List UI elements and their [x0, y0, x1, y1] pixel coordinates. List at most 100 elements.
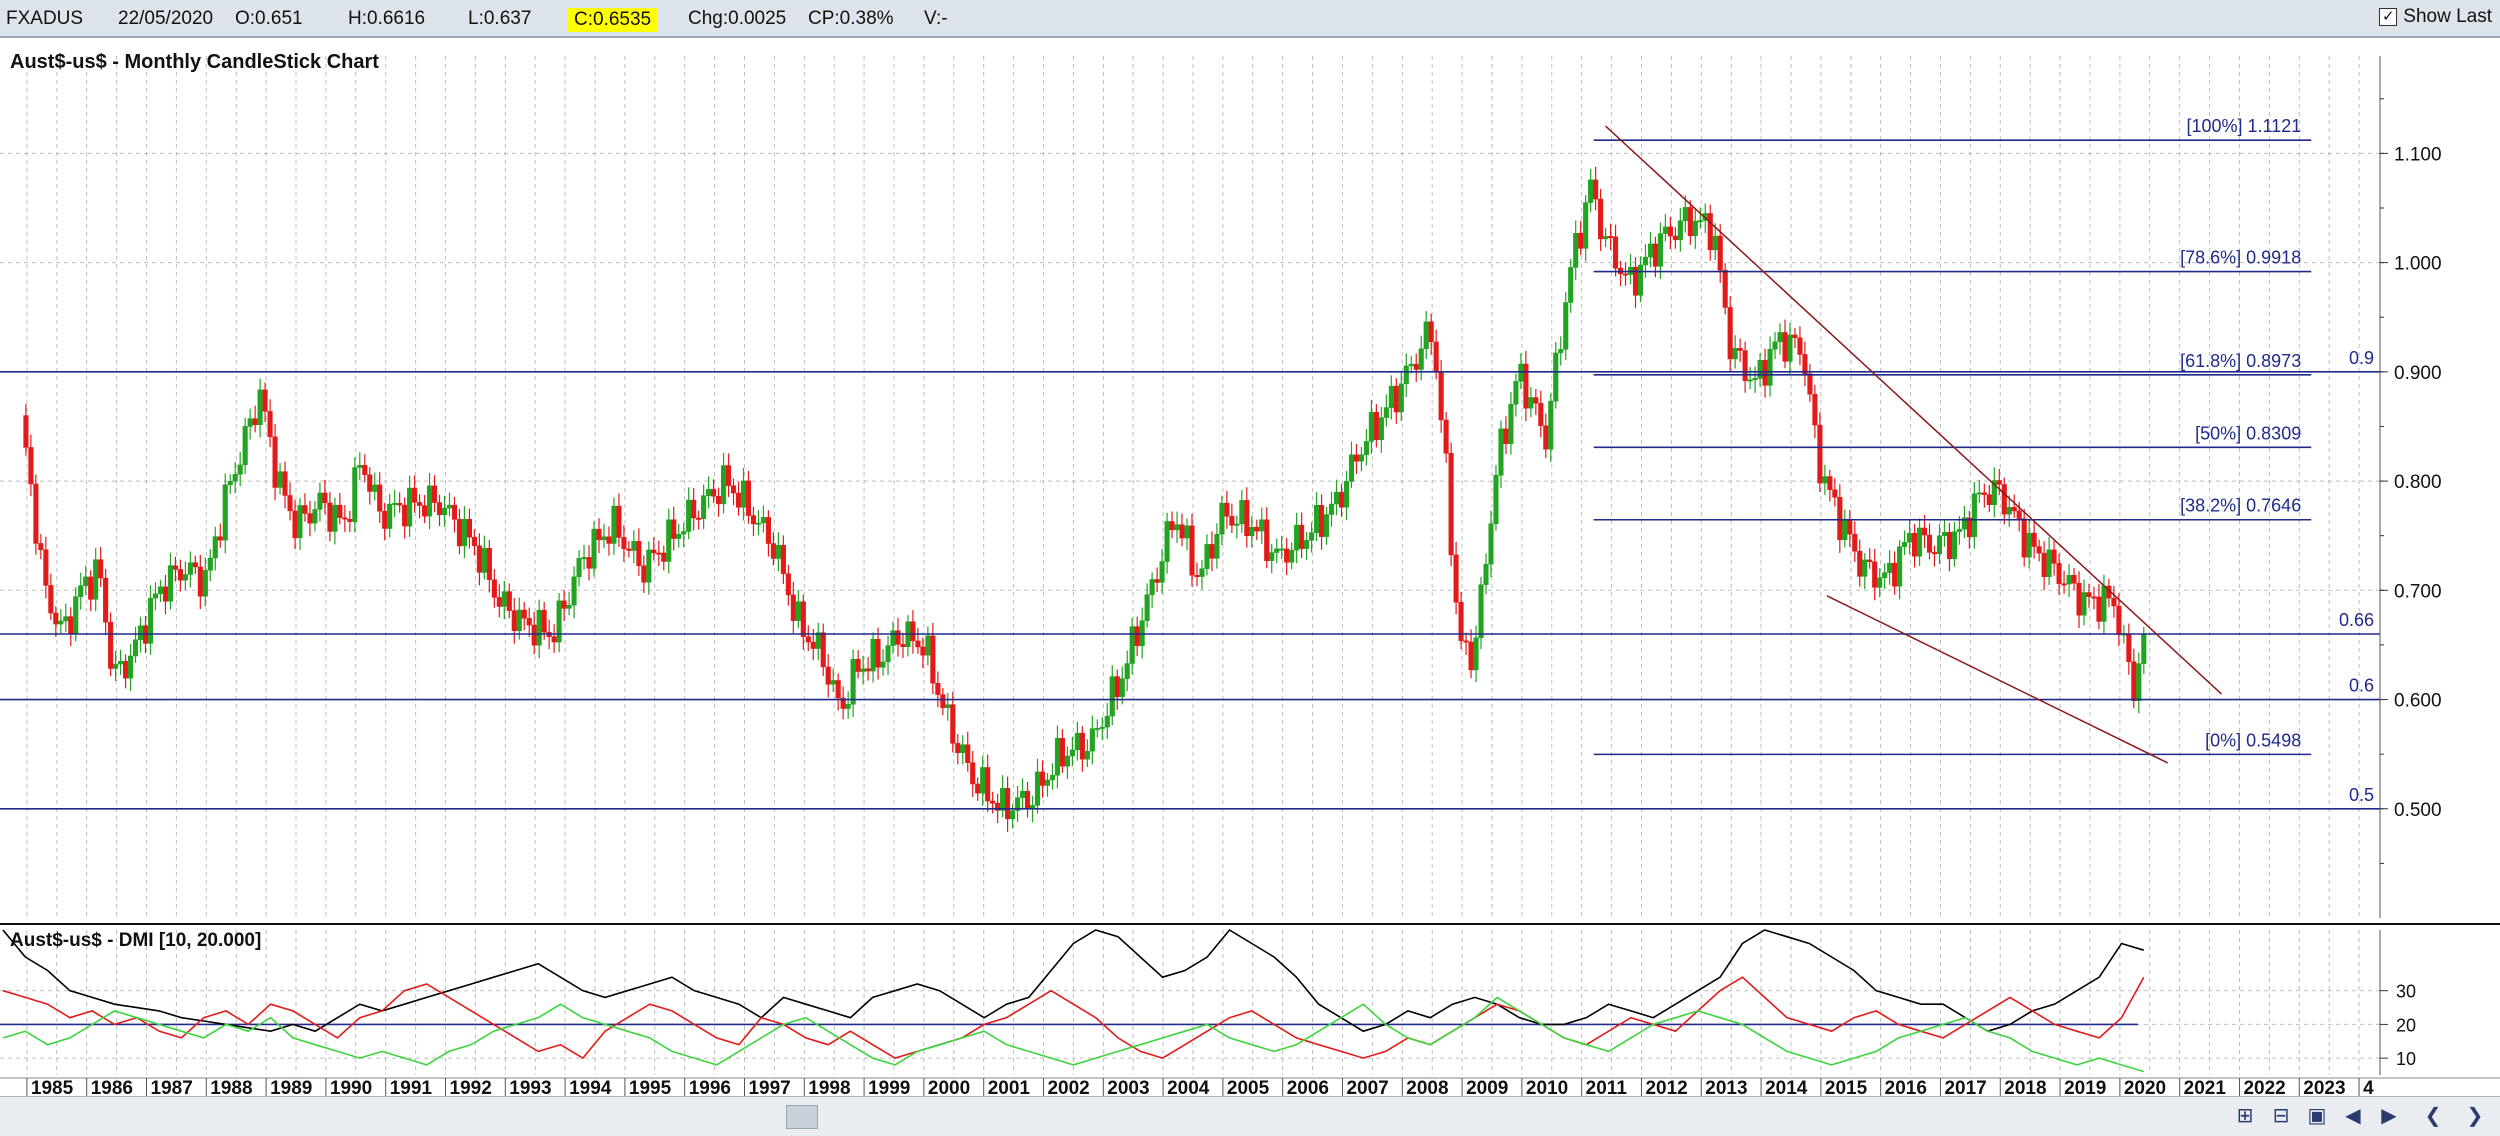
candle-body — [1782, 332, 1788, 362]
candle-body — [491, 579, 497, 598]
date-tick-label: 1992 — [450, 1078, 492, 1096]
date-tick-label: 1999 — [868, 1078, 910, 1096]
trendline — [1605, 125, 2223, 695]
candle-body — [152, 593, 159, 599]
candle-body — [895, 630, 901, 645]
candle-body — [147, 597, 154, 644]
candle-body — [1667, 226, 1673, 237]
candle-body — [2056, 563, 2062, 584]
candle-body — [2006, 507, 2012, 515]
candle-body — [646, 549, 652, 583]
candle-body — [362, 465, 368, 476]
candle-body — [187, 562, 193, 575]
candle-body — [880, 661, 886, 668]
candle-body — [2011, 507, 2017, 512]
candle-body — [1114, 676, 1120, 698]
candle-body — [1179, 524, 1185, 539]
candle-body — [1094, 728, 1100, 731]
candle-body — [53, 612, 59, 625]
show-last-toggle[interactable]: ✓ Show Last — [2379, 6, 2492, 28]
candle-body — [666, 519, 672, 562]
candle-body — [875, 638, 881, 668]
zoom-in-icon[interactable]: ⊞ — [2236, 1105, 2254, 1127]
candle-body — [755, 522, 762, 525]
candle-body — [177, 569, 183, 581]
candle-body — [83, 576, 89, 586]
support-line-label: 0.66 — [2339, 610, 2374, 630]
candle-body — [850, 658, 856, 705]
candle-body — [1333, 491, 1340, 505]
date-tick-label: 1987 — [151, 1078, 193, 1096]
candle-body — [1383, 407, 1389, 418]
candle-body — [481, 547, 487, 573]
chart-area[interactable]: 0.9 0.66 0.6 0.5 [100%] 1.1121 [78.6%] 0.991… — [0, 38, 2500, 1096]
date-tick-label: 2004 — [1167, 1078, 1210, 1096]
candle-body — [1239, 500, 1245, 525]
candle-body — [1403, 365, 1409, 385]
candle-body — [1882, 572, 1888, 578]
candle-body — [1363, 441, 1369, 456]
candle-body — [536, 609, 542, 646]
date-tick-label: 1993 — [509, 1078, 551, 1096]
candle-body — [805, 636, 811, 643]
candle-body — [1184, 525, 1190, 539]
candle-body — [1249, 526, 1255, 537]
candle-body — [342, 517, 348, 520]
candle-body — [28, 447, 34, 485]
candle-body — [571, 576, 577, 606]
candle-body — [1802, 354, 1808, 374]
date-tick-label: 2010 — [1526, 1078, 1568, 1096]
candle-body — [1956, 528, 1962, 532]
candle-body — [1059, 738, 1065, 767]
candle-body — [222, 484, 228, 541]
candle-body — [397, 502, 403, 506]
candle-body — [242, 426, 248, 466]
candle-body — [372, 484, 378, 492]
fib-label: [100%] 1.1121 — [2186, 116, 2301, 136]
support-line-label: 0.6 — [2349, 676, 2374, 696]
candle-body — [681, 531, 687, 535]
scroll-thumb[interactable] — [786, 1105, 818, 1129]
candle-body — [2081, 592, 2087, 616]
candle-body — [1099, 726, 1105, 729]
candle-body — [1154, 579, 1160, 583]
candle-body — [1772, 341, 1778, 350]
candle-body — [1289, 549, 1295, 563]
candle-body — [1468, 641, 1474, 671]
date-tick-label: 1986 — [91, 1078, 133, 1096]
scroll-right-icon[interactable]: ❯ — [2466, 1105, 2484, 1127]
candle-body — [945, 704, 951, 708]
candle-body — [636, 541, 642, 566]
scroll-bar[interactable]: ⊞ ⊟ ▣ ◀ ▶ ❮ ❯ — [0, 1096, 2500, 1136]
candle-body — [506, 591, 512, 611]
candle-body — [1189, 525, 1195, 576]
zoom-out-icon[interactable]: ⊟ — [2272, 1105, 2290, 1127]
candle-body — [1254, 526, 1260, 532]
candle-body — [2041, 552, 2047, 577]
candle-body — [970, 762, 976, 785]
save-icon[interactable]: ▣ — [2307, 1105, 2327, 1127]
candle-body — [1309, 532, 1315, 541]
candle-body — [466, 518, 472, 538]
candle-body — [1428, 321, 1434, 343]
show-last-checkbox[interactable]: ✓ — [2379, 8, 2398, 26]
scroll-right-fast-icon[interactable]: ▶ — [2381, 1105, 2397, 1127]
candle-body — [1622, 273, 1629, 276]
date-axis: 1985 1986 1987 1988 1989 1990 1991 1992 1993 1994… — [0, 1077, 2500, 1096]
scroll-left-icon[interactable]: ❮ — [2424, 1105, 2442, 1127]
candle-body — [103, 577, 109, 623]
candle-body — [975, 783, 981, 794]
candle-body — [2026, 532, 2032, 558]
candle-body — [252, 418, 258, 426]
candle-body — [651, 549, 657, 554]
candle-body — [461, 518, 467, 547]
candle-body — [596, 528, 602, 541]
candle-body — [1677, 220, 1683, 241]
scroll-left-fast-icon[interactable]: ◀ — [2345, 1105, 2361, 1127]
candle-body — [1244, 500, 1250, 537]
candle-body — [2036, 546, 2042, 554]
candle-body — [1204, 544, 1210, 569]
candle-body — [1528, 397, 1534, 409]
candle-body — [1847, 518, 1853, 535]
candle-body — [591, 528, 597, 569]
